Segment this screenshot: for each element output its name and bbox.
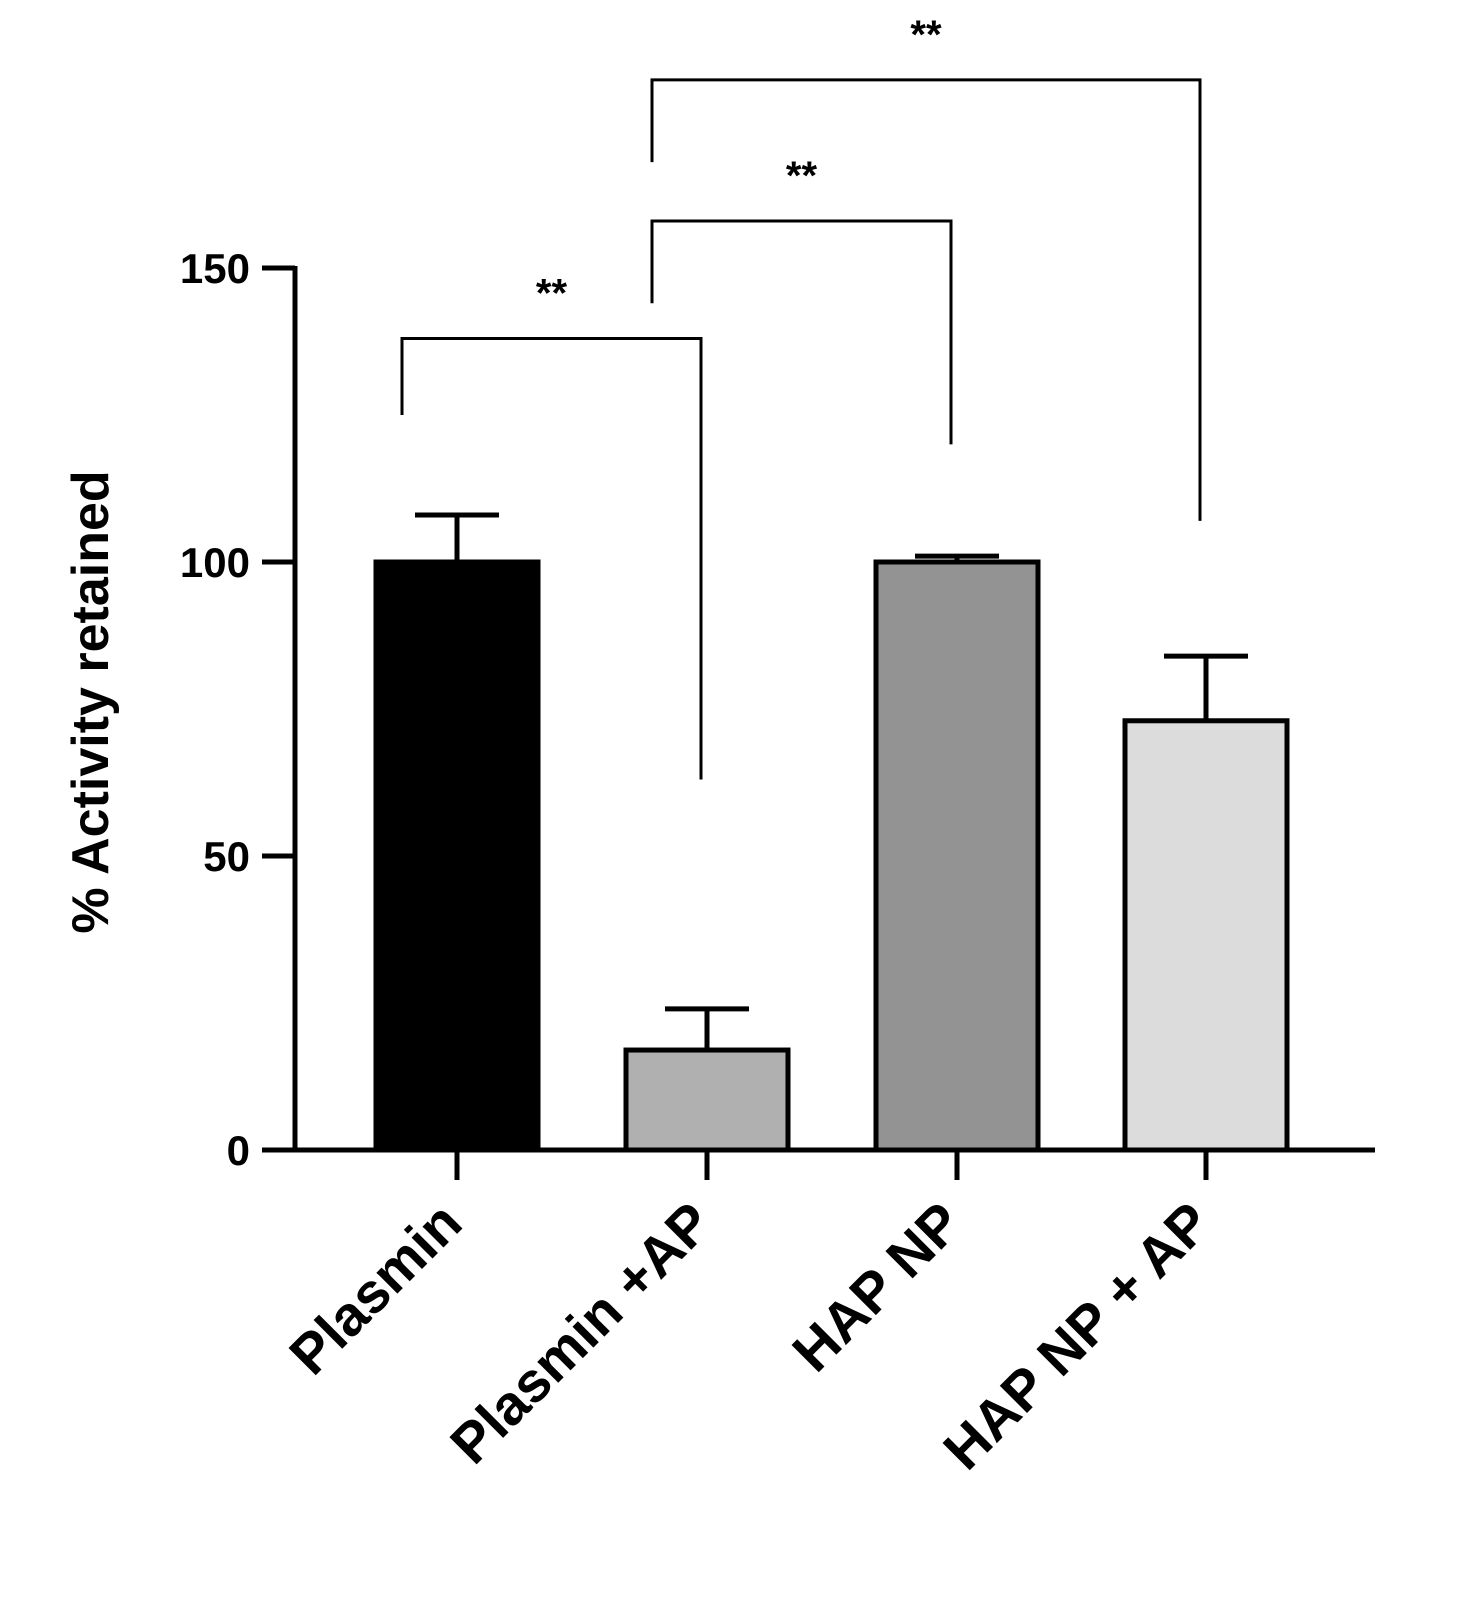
significance-bracket [400,337,703,780]
significance-bracket [650,78,1202,521]
y-tick-label: 50 [203,833,250,880]
error-bars [415,512,1248,1051]
y-axis-title: % Activity retained [62,470,120,933]
significance-label: ** [536,272,568,316]
x-tick-label: HAP NP [780,1190,973,1383]
x-tick-label: Plasmin [277,1190,473,1386]
significance-brackets: ** ** ** [400,13,1202,780]
bar [873,559,1041,1153]
significance-label: ** [786,154,818,198]
bar [373,559,541,1153]
significance-label: ** [910,13,942,57]
significance-bracket [650,219,953,445]
x-tick-label: HAP NP + AP [931,1190,1222,1481]
bars [373,559,1290,1153]
x-tick-label: Plasmin +AP [438,1190,724,1476]
bar [623,1047,791,1153]
y-ticks: 0 50 100 150 [180,245,295,1174]
y-tick-label: 100 [180,539,250,586]
y-tick-label: 150 [180,245,250,292]
y-tick-label: 0 [227,1127,250,1174]
bar [1122,718,1290,1153]
